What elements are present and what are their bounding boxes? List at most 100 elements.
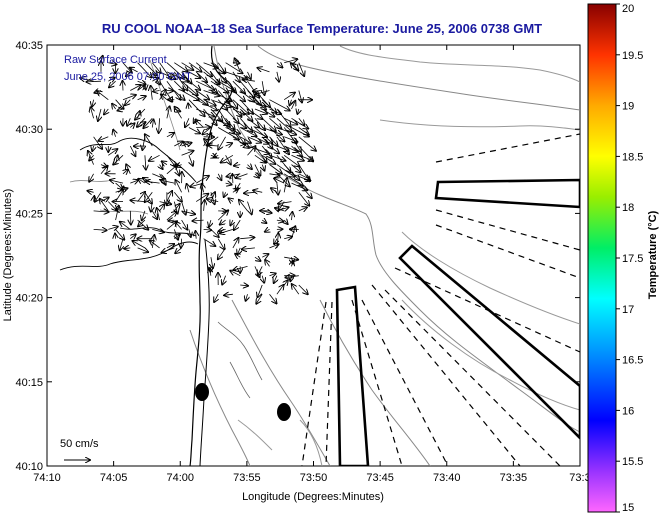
current-vector	[100, 199, 109, 212]
current-vector	[261, 154, 275, 164]
current-vector	[152, 78, 158, 81]
current-vector	[166, 62, 184, 78]
buoy-marker	[195, 383, 209, 401]
current-vector	[225, 183, 232, 185]
current-vector	[123, 187, 124, 193]
colorbar-tick-label: 18.5	[622, 151, 643, 163]
current-vector	[137, 96, 146, 100]
current-vector	[224, 294, 233, 295]
y-tick-label: 40:35	[15, 40, 43, 52]
current-vector	[203, 108, 217, 125]
current-vector	[112, 104, 116, 109]
current-vector	[181, 62, 194, 70]
current-vector	[214, 294, 218, 302]
current-vector	[115, 229, 125, 239]
current-vector	[284, 178, 287, 193]
current-vector	[247, 108, 263, 119]
current-vector	[217, 210, 228, 221]
current-vector	[120, 238, 123, 251]
current-vector	[298, 136, 316, 151]
colorbar-ticks: 20 19.5 19 18.5 18 17.5 17 16.5 16 15.5 15	[616, 3, 643, 514]
current-vector	[138, 111, 140, 119]
current-vector	[291, 182, 308, 190]
current-vector	[218, 173, 221, 180]
current-vector	[130, 210, 131, 225]
current-vector	[144, 62, 157, 76]
current-vector	[225, 80, 236, 92]
x-tick-label: 73:3	[569, 472, 590, 484]
current-vector	[229, 198, 233, 201]
current-vector	[193, 220, 204, 221]
plot-area	[46, 44, 581, 467]
current-vector	[208, 145, 219, 146]
colorbar-tick-label: 16	[622, 405, 634, 417]
current-vector	[298, 192, 310, 205]
coastline-barrier	[199, 239, 210, 466]
current-vector	[184, 142, 189, 146]
current-vector	[297, 109, 298, 114]
bathymetry-contour	[339, 45, 580, 83]
bathymetry-contour	[379, 119, 580, 131]
current-vector	[188, 80, 200, 90]
current-vector	[159, 71, 176, 79]
bathymetry-contour	[231, 299, 331, 466]
x-tick-label: 73:50	[300, 472, 328, 484]
current-vector	[130, 123, 134, 127]
current-vector	[234, 165, 241, 166]
current-vector	[196, 99, 217, 111]
current-vector	[210, 229, 219, 237]
current-vector	[239, 108, 252, 121]
current-vector	[254, 154, 266, 162]
y-tick-label: 40:30	[15, 124, 43, 136]
current-vector	[142, 210, 145, 220]
current-vector	[130, 200, 145, 201]
current-vector	[299, 90, 302, 103]
current-vector	[202, 184, 204, 193]
current-vector	[203, 229, 212, 230]
y-tick-label: 40:10	[15, 461, 43, 473]
current-vector	[261, 118, 276, 131]
current-vector	[175, 107, 182, 119]
current-vector	[258, 266, 263, 275]
current-vector	[203, 90, 220, 96]
scale-arrow-label: 50 cm/s	[60, 438, 99, 450]
current-vector	[174, 80, 184, 91]
current-vector	[207, 199, 219, 202]
current-vector	[256, 293, 263, 304]
current-vector	[203, 99, 216, 106]
current-vector	[262, 127, 282, 135]
current-vector	[274, 178, 285, 184]
current-vector	[175, 247, 182, 253]
current-vector	[137, 62, 152, 78]
current-vector	[291, 154, 304, 160]
current-vector	[211, 257, 213, 268]
current-vector	[100, 166, 108, 175]
current-vector	[146, 181, 160, 183]
surface-current-vectors	[80, 56, 316, 304]
current-vector	[258, 284, 263, 297]
current-vector	[126, 164, 130, 174]
current-vector	[242, 248, 255, 249]
current-vector	[247, 201, 252, 215]
current-vector	[195, 62, 212, 76]
current-vector	[232, 117, 246, 128]
current-vector	[274, 275, 277, 283]
current-vector	[92, 99, 94, 107]
current-vector	[283, 164, 299, 181]
current-vector	[204, 200, 205, 211]
current-vector	[174, 90, 184, 101]
current-vector	[217, 127, 239, 140]
vector-legend-time: June 25, 2006 07:00 GMT	[64, 71, 192, 83]
x-axis: 74:10 74:05 74:00 73:55 73:50 73:45 73:40 73:35…	[33, 45, 591, 484]
current-vector	[232, 127, 245, 145]
current-vector	[298, 118, 305, 125]
current-vector	[254, 108, 267, 114]
current-vector	[298, 173, 310, 179]
current-vector	[137, 192, 145, 202]
current-vector	[276, 145, 289, 151]
current-vector	[150, 241, 160, 249]
current-vector	[261, 108, 274, 117]
current-vector	[240, 237, 254, 238]
x-tick-label: 73:45	[366, 472, 394, 484]
current-vector	[269, 99, 290, 111]
